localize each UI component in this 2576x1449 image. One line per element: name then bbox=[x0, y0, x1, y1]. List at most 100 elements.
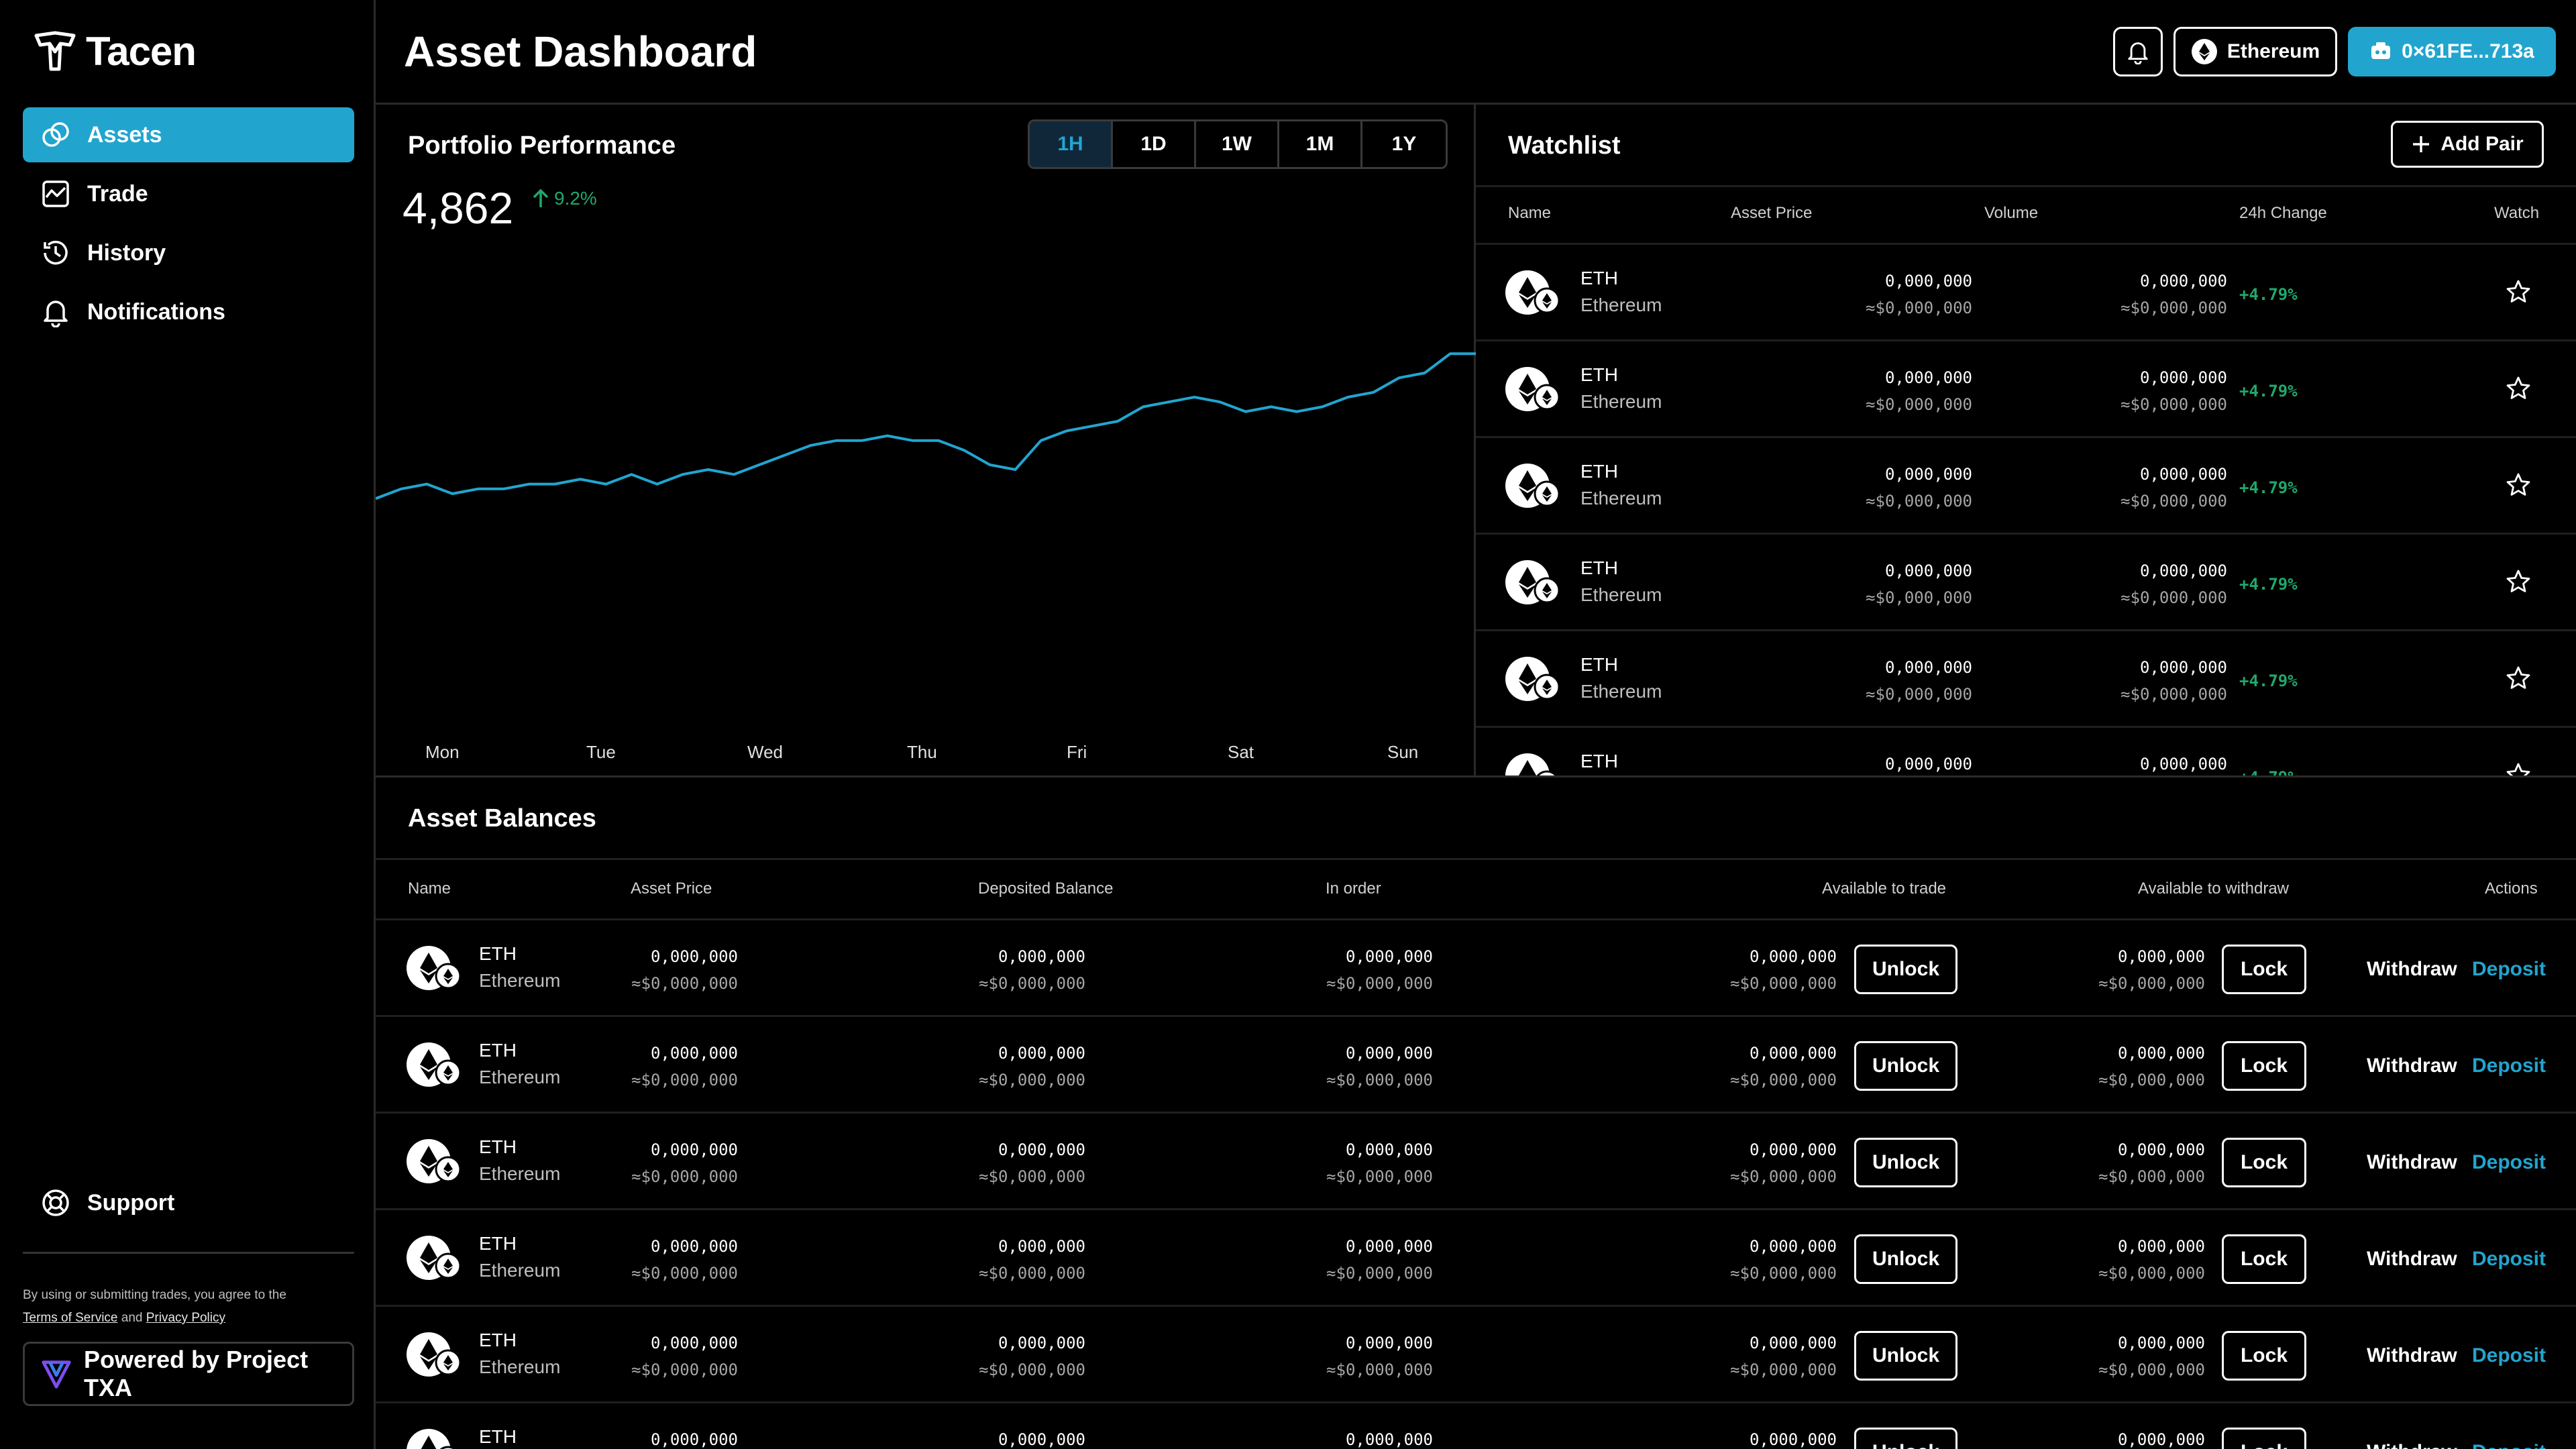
withdraw-link[interactable]: Withdraw bbox=[2367, 1055, 2457, 1077]
unlock-button[interactable]: Unlock bbox=[1854, 1331, 1957, 1381]
asset-name: Ethereum bbox=[479, 970, 561, 991]
asset-symbol: ETH bbox=[479, 1040, 517, 1061]
range-1w-button[interactable]: 1W bbox=[1196, 121, 1279, 167]
privacy-policy-link[interactable]: Privacy Policy bbox=[146, 1311, 225, 1325]
withdraw-usd: ≈$0,000,000 bbox=[2098, 1071, 2205, 1089]
unlock-button[interactable]: Unlock bbox=[1854, 1234, 1957, 1284]
asset-name: Ethereum bbox=[1580, 681, 1662, 702]
volume-usd: ≈$0,000,000 bbox=[2121, 492, 2227, 511]
lock-button[interactable]: Lock bbox=[2222, 1138, 2306, 1187]
withdraw-link[interactable]: Withdraw bbox=[2367, 1248, 2457, 1270]
lock-button[interactable]: Lock bbox=[2222, 945, 2306, 994]
lifebuoy-icon bbox=[42, 1189, 69, 1216]
deposit-link[interactable]: Deposit bbox=[2472, 1055, 2546, 1077]
deposit-link[interactable]: Deposit bbox=[2472, 1151, 2546, 1173]
terms-of-service-link[interactable]: Terms of Service bbox=[23, 1311, 118, 1325]
assets-icon bbox=[42, 122, 69, 147]
asset-name: Ethereum bbox=[479, 1067, 561, 1087]
star-icon[interactable] bbox=[2505, 665, 2532, 692]
divider bbox=[376, 918, 2576, 920]
price-value: 0,000,000 bbox=[650, 1140, 738, 1159]
ethereum-coin-icon bbox=[405, 1041, 464, 1088]
deposit-link[interactable]: Deposit bbox=[2472, 1441, 2546, 1449]
volume: 0,000,000 bbox=[2139, 561, 2227, 580]
change-24h: +4.79% bbox=[2239, 478, 2298, 497]
sidebar-item-assets[interactable]: Assets bbox=[23, 107, 354, 162]
range-1m-button[interactable]: 1M bbox=[1279, 121, 1362, 167]
tacen-logo-icon bbox=[34, 31, 76, 70]
network-selector[interactable]: Ethereum bbox=[2174, 27, 2337, 76]
plus-icon bbox=[2413, 136, 2430, 152]
range-1d-button[interactable]: 1D bbox=[1113, 121, 1196, 167]
column-header-24h-change: 24h Change bbox=[2239, 204, 2327, 222]
price-usd: ≈$0,000,000 bbox=[631, 1167, 738, 1186]
asset-price: 0,000,000 bbox=[1884, 272, 1972, 290]
withdraw-link[interactable]: Withdraw bbox=[2367, 958, 2457, 980]
unlock-button[interactable]: Unlock bbox=[1854, 1138, 1957, 1187]
add-pair-label: Add Pair bbox=[2440, 133, 2524, 155]
star-icon[interactable] bbox=[2505, 761, 2532, 775]
asset-symbol: ETH bbox=[1580, 364, 1618, 385]
support-link[interactable]: Support bbox=[23, 1175, 354, 1230]
asset-name: Ethereum bbox=[1580, 488, 1662, 508]
deposit-link[interactable]: Deposit bbox=[2472, 958, 2546, 980]
powered-by-badge[interactable]: Powered by Project TXA bbox=[23, 1342, 354, 1406]
trade-value: 0,000,000 bbox=[1749, 1237, 1837, 1256]
withdraw-usd: ≈$0,000,000 bbox=[2098, 1360, 2205, 1379]
trade-value: 0,000,000 bbox=[1749, 1334, 1837, 1352]
asset-price-usd: ≈$0,000,000 bbox=[1866, 299, 1972, 317]
deposit-link[interactable]: Deposit bbox=[2472, 1344, 2546, 1366]
divider bbox=[1476, 185, 2576, 187]
x-tick-label: Tue bbox=[586, 742, 616, 762]
time-range-selector: 1H 1D 1W 1M 1Y bbox=[1028, 119, 1448, 169]
x-tick-label: Sun bbox=[1387, 742, 1419, 762]
sidebar-item-notifications[interactable]: Notifications bbox=[23, 284, 354, 339]
star-icon[interactable] bbox=[2505, 568, 2532, 595]
in-order-usd: ≈$0,000,000 bbox=[1326, 1167, 1433, 1186]
notifications-button[interactable] bbox=[2113, 27, 2163, 76]
price-value: 0,000,000 bbox=[650, 1237, 738, 1256]
sidebar-item-trade[interactable]: Trade bbox=[23, 166, 354, 221]
watchlist-title: Watchlist bbox=[1508, 131, 1621, 160]
ethereum-coin-icon bbox=[1504, 655, 1563, 702]
star-icon[interactable] bbox=[2505, 375, 2532, 402]
watchlist-row[interactable]: ETHEthereum0,000,000≈$0,000,0000,000,000… bbox=[1476, 728, 2576, 775]
trade-usd: ≈$0,000,000 bbox=[1730, 974, 1837, 993]
price-usd: ≈$0,000,000 bbox=[631, 1360, 738, 1379]
star-icon[interactable] bbox=[2505, 278, 2532, 305]
history-icon bbox=[44, 240, 68, 265]
withdraw-link[interactable]: Withdraw bbox=[2367, 1441, 2457, 1449]
lock-button[interactable]: Lock bbox=[2222, 1428, 2306, 1449]
unlock-button[interactable]: Unlock bbox=[1854, 1428, 1957, 1449]
range-1h-button[interactable]: 1H bbox=[1030, 121, 1113, 167]
column-header-asset-price: Asset Price bbox=[631, 879, 712, 898]
app-logo[interactable]: Tacen bbox=[32, 28, 197, 74]
asset-symbol: ETH bbox=[1580, 461, 1618, 482]
lock-button[interactable]: Lock bbox=[2222, 1041, 2306, 1091]
unlock-button[interactable]: Unlock bbox=[1854, 1041, 1957, 1091]
deposit-link[interactable]: Deposit bbox=[2472, 1248, 2546, 1270]
withdraw-link[interactable]: Withdraw bbox=[2367, 1151, 2457, 1173]
ethereum-coin-icon bbox=[405, 945, 464, 991]
column-header-asset-price: Asset Price bbox=[1731, 204, 1813, 222]
lock-button[interactable]: Lock bbox=[2222, 1234, 2306, 1284]
sidebar-item-history[interactable]: History bbox=[23, 225, 354, 280]
in-order-usd: ≈$0,000,000 bbox=[1326, 1264, 1433, 1283]
range-1y-button[interactable]: 1Y bbox=[1391, 133, 1417, 155]
withdraw-link[interactable]: Withdraw bbox=[2367, 1344, 2457, 1366]
wallet-button[interactable]: 0×61FE...713a bbox=[2348, 27, 2556, 76]
balance-row: ETH Ethereum 0,000,000 ≈$0,000,000 0,000,000… bbox=[376, 1210, 2576, 1307]
lock-button[interactable]: Lock bbox=[2222, 1331, 2306, 1381]
withdraw-usd: ≈$0,000,000 bbox=[2098, 1264, 2205, 1283]
ethereum-coin-icon bbox=[1504, 462, 1563, 509]
unlock-button[interactable]: Unlock bbox=[1854, 945, 1957, 994]
add-pair-button[interactable]: Add Pair bbox=[2391, 121, 2544, 168]
star-icon[interactable] bbox=[2505, 472, 2532, 498]
trade-value: 0,000,000 bbox=[1749, 1044, 1837, 1063]
portfolio-performance-panel: Portfolio Performance 1H 1D 1W 1M 1Y 4,8… bbox=[376, 105, 1476, 775]
